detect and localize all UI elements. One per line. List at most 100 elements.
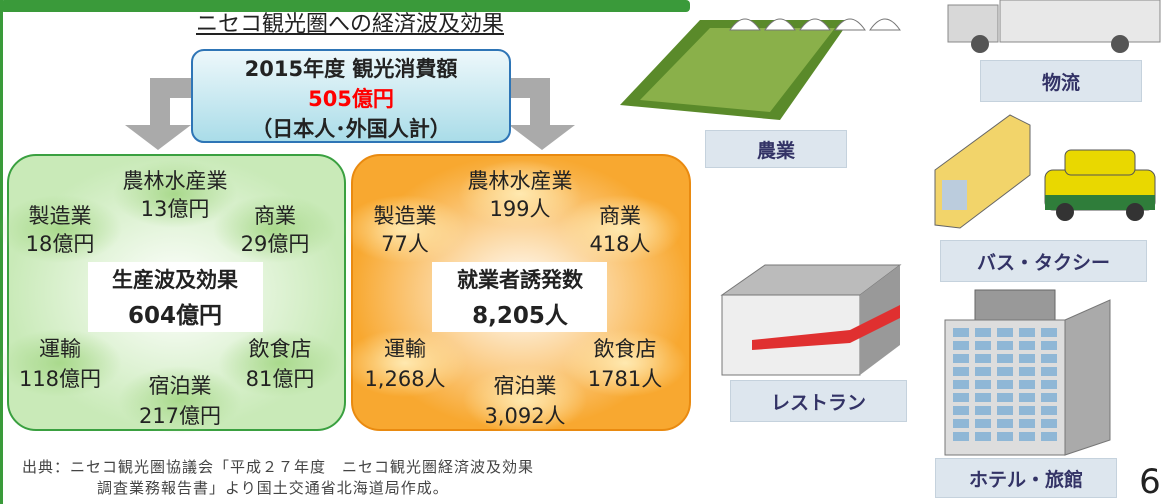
item-value: 29億円 (241, 228, 310, 258)
consumption-label: 2015年度 観光消費額 (245, 53, 458, 83)
item-name: 運輸 (39, 333, 81, 363)
item-value: 118億円 (19, 363, 101, 393)
window (975, 380, 991, 389)
source: 出典：ニセコ観光圏協議会「平成２７年度 ニセコ観光圏経済波及効果 調査業務報告書… (22, 456, 534, 498)
hotel (1065, 300, 1110, 455)
window (975, 432, 991, 441)
truck (948, 5, 998, 42)
item-name: 商業 (599, 200, 641, 230)
production-title: 生産波及効果 (112, 264, 238, 294)
greenhouse (870, 19, 900, 30)
window (1019, 419, 1035, 428)
window (1041, 328, 1057, 337)
window (953, 380, 969, 389)
item-name: 宿泊業 (149, 370, 212, 400)
window (997, 354, 1013, 363)
window (953, 341, 969, 350)
window (975, 406, 991, 415)
item-value: 77人 (381, 228, 429, 258)
source-line: 出典：ニセコ観光圏協議会「平成２７年度 ニセコ観光圏経済波及効果 (22, 456, 534, 477)
consumption-amount: 505億円 (308, 83, 394, 113)
page-number: 6 (1139, 462, 1161, 502)
window (1041, 406, 1057, 415)
window (997, 432, 1013, 441)
item-name: 製造業 (29, 200, 92, 230)
window (997, 341, 1013, 350)
slide: ニセコ観光圏への経済波及効果 2015年度 観光消費額 505億円 （日本人･外… (0, 0, 1169, 504)
window (1041, 367, 1057, 376)
window (953, 406, 969, 415)
item-value: 1781人 (588, 363, 662, 393)
window (953, 367, 969, 376)
arrow (125, 78, 200, 150)
item-value: 217億円 (139, 400, 221, 430)
window (953, 393, 969, 402)
window (1041, 341, 1057, 350)
window (1041, 354, 1057, 363)
production-total: 604億円 (128, 296, 222, 330)
left-border (0, 0, 3, 504)
window (1019, 432, 1035, 441)
illustration-label: 農業 (705, 130, 847, 168)
item-name: 製造業 (374, 200, 437, 230)
window (975, 419, 991, 428)
item-name: 飲食店 (249, 333, 312, 363)
arrow (500, 78, 575, 150)
window (997, 406, 1013, 415)
illustration-label: ホテル・旅館 (935, 458, 1117, 498)
window (1019, 380, 1035, 389)
window (1041, 393, 1057, 402)
wheel (1056, 203, 1074, 221)
truck (1000, 0, 1160, 42)
window (997, 419, 1013, 428)
wheel (1111, 35, 1129, 53)
window (975, 393, 991, 402)
window (953, 328, 969, 337)
window (1019, 406, 1035, 415)
item-name: 農林水産業 (123, 165, 228, 195)
window (953, 354, 969, 363)
window (953, 419, 969, 428)
employment-total: 8,205人 (472, 296, 568, 330)
window (1019, 341, 1035, 350)
wheel (1126, 203, 1144, 221)
item-value: 418人 (589, 228, 650, 258)
item-value: 18億円 (26, 228, 95, 258)
item-value: 81億円 (246, 363, 315, 393)
item-value: 199人 (489, 193, 550, 223)
window (997, 328, 1013, 337)
item-name: 農林水産業 (468, 165, 573, 195)
wheel (971, 35, 989, 53)
illustration-label: 物流 (980, 60, 1142, 102)
item-name: 飲食店 (594, 333, 657, 363)
window (997, 393, 1013, 402)
illustration-label: レストラン (730, 380, 907, 422)
window (997, 380, 1013, 389)
item-value: 13億円 (141, 193, 210, 223)
window (953, 432, 969, 441)
window (975, 354, 991, 363)
title: ニセコ観光圏への経済波及効果 (196, 6, 504, 38)
bus-window (942, 180, 967, 210)
bus (935, 115, 1030, 228)
window (1019, 367, 1035, 376)
illustration-label: バス・タクシー (940, 240, 1147, 282)
window (1019, 354, 1035, 363)
window (1041, 432, 1057, 441)
source-line: 調査業務報告書」より国土交通省北海道局作成。 (22, 477, 534, 498)
employment-title: 就業者誘発数 (457, 264, 583, 294)
item-name: 運輸 (384, 333, 426, 363)
item-name: 商業 (254, 200, 296, 230)
item-name: 宿泊業 (494, 370, 557, 400)
window (975, 341, 991, 350)
hotel (975, 290, 1055, 320)
window (1019, 393, 1035, 402)
window (975, 367, 991, 376)
window (975, 328, 991, 337)
window (1019, 328, 1035, 337)
taxi (1065, 150, 1135, 175)
window (1041, 380, 1057, 389)
window (1041, 419, 1057, 428)
window (997, 367, 1013, 376)
item-value: 3,092人 (484, 400, 565, 430)
